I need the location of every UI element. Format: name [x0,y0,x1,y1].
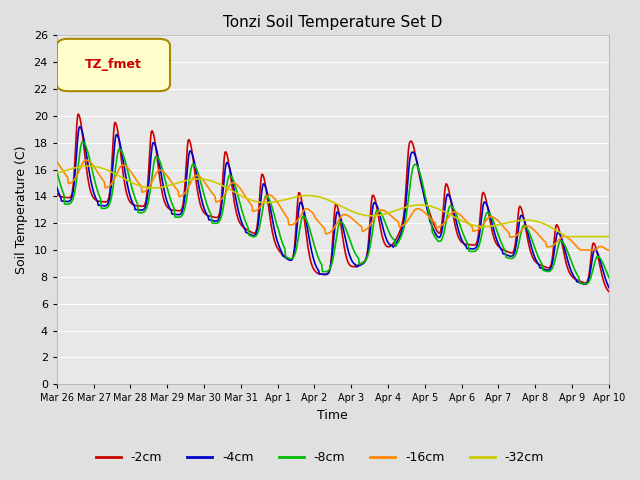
Legend: -2cm, -4cm, -8cm, -16cm, -32cm: -2cm, -4cm, -8cm, -16cm, -32cm [91,446,549,469]
FancyBboxPatch shape [57,39,170,91]
Title: Tonzi Soil Temperature Set D: Tonzi Soil Temperature Set D [223,15,442,30]
Text: TZ_fmet: TZ_fmet [85,59,142,72]
X-axis label: Time: Time [317,409,348,422]
Y-axis label: Soil Temperature (C): Soil Temperature (C) [15,145,28,274]
